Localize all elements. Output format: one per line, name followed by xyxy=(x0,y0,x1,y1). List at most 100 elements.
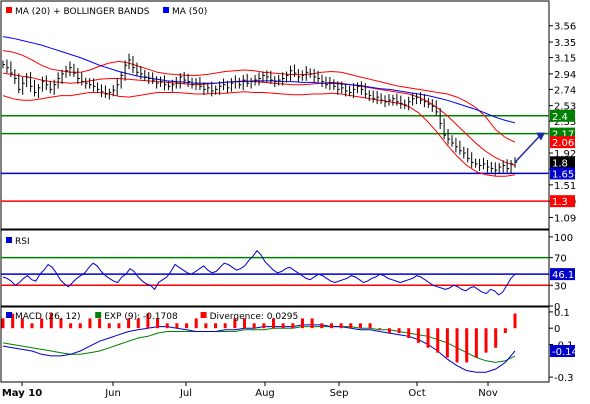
legend-label-ma50: MA (50) xyxy=(172,7,207,17)
macd-y-tick-label: -0.3 xyxy=(554,373,574,384)
macd-divergence-bar xyxy=(271,318,275,329)
price-bars xyxy=(1,53,545,363)
macd-divergence-bar xyxy=(165,323,169,329)
macd-legend-swatch-signal xyxy=(95,312,102,318)
macd-divergence-bar xyxy=(262,323,266,329)
macd-divergence-bar xyxy=(291,323,295,329)
macd-divergence-bar xyxy=(59,318,63,329)
macd-divergence-bar xyxy=(387,328,391,334)
legend-swatch-ma20 xyxy=(6,7,12,13)
macd-divergence-bar xyxy=(445,328,449,358)
macd-divergence-bar xyxy=(329,323,333,329)
x-tick-label: Sep xyxy=(330,388,349,399)
macd-legend-label-macd: MACD (26, 12) xyxy=(15,312,81,322)
macd-divergence-bar xyxy=(98,318,102,329)
macd-divergence-bar xyxy=(407,328,411,338)
macd-line xyxy=(2,324,516,373)
macd-divergence-bar xyxy=(88,318,92,329)
rsi-y-tick-label: 70 xyxy=(554,254,567,265)
macd-divergence-bar xyxy=(252,323,256,329)
macd-divergence-bar xyxy=(300,318,304,329)
macd-divergence-bar xyxy=(107,323,111,329)
bollinger-lower-line xyxy=(2,91,516,177)
level-tag-1-3-bg xyxy=(550,195,575,208)
macd-divergence-bar xyxy=(503,328,507,334)
price-y-tick-label: 3.15 xyxy=(554,54,576,65)
macd-divergence-bar xyxy=(127,318,131,329)
legends: MA (20) + BOLLINGER BANDS MA (50) RSI MACD … xyxy=(6,7,298,322)
macd-divergence-bar xyxy=(358,323,362,329)
macd-divergence-bar xyxy=(40,318,44,329)
macd-divergence-bar xyxy=(233,318,237,329)
bollinger-upper-line xyxy=(2,50,516,143)
x-tick-label: Jul xyxy=(179,388,192,399)
x-tick-label: Jun xyxy=(104,388,121,399)
price-y-tick-label: 3.56 xyxy=(554,22,576,33)
rsi-y-tick-label: 100 xyxy=(554,233,573,244)
x-tick-label: Aug xyxy=(255,388,275,399)
price-y-tick-label: 1.09 xyxy=(554,213,576,224)
legend-swatch-ma50 xyxy=(163,7,169,13)
macd-divergence-bar xyxy=(494,328,498,348)
macd-divergence-bar xyxy=(204,323,208,329)
level-tag-1-3: 1.3 xyxy=(552,197,568,208)
macd-divergence-bar xyxy=(368,323,372,329)
x-tick-label: Nov xyxy=(478,388,498,399)
macd-divergence-bar xyxy=(30,323,34,329)
macd-divergence-bar xyxy=(117,323,121,329)
rsi-line xyxy=(2,249,516,296)
macd-divergence-bar xyxy=(20,318,24,329)
macd-divergence-bar xyxy=(436,328,440,353)
macd-divergence-bar xyxy=(339,323,343,329)
rsi-y-tick-label: 30 xyxy=(554,281,567,292)
panel-frame-rsi xyxy=(0,229,550,307)
macd-legend-swatch-macd xyxy=(6,312,12,318)
level-tag-2-17-bg xyxy=(550,127,575,140)
price-tag-close: 1.8 xyxy=(552,158,568,169)
macd-divergence-bar xyxy=(484,328,488,353)
ma20-line xyxy=(2,72,516,166)
value-tags: 2.4 2.172.06 1.81.6573 1.3 46.16 -0.14 xyxy=(550,109,587,358)
macd-current-tag-bg xyxy=(550,345,575,358)
price-tag-close-bg xyxy=(550,156,575,169)
macd-divergence-bar xyxy=(243,318,247,329)
legend-label-ma20: MA (20) + BOLLINGER BANDS xyxy=(15,7,150,17)
price-tag-2-06: 2.06 xyxy=(552,138,574,149)
macd-divergence-bar xyxy=(175,323,179,329)
x-tick-label: May 10 xyxy=(2,388,42,399)
macd-divergence-bar xyxy=(281,323,285,329)
macd-legend-label-divergence: Divergence: 0.0295 xyxy=(210,312,299,322)
level-tag-2-17: 2.17 xyxy=(552,130,574,141)
level-tag-2-4-bg xyxy=(550,109,575,122)
macd-divergence-bar xyxy=(378,328,382,330)
macd-divergence-bar xyxy=(465,328,469,363)
macd-legend-label-signal: EXP (9): -0.1708 xyxy=(104,312,178,322)
macd-divergence-bar xyxy=(349,323,353,329)
forecast-arrow-line xyxy=(514,135,541,163)
rsi-current-tag: 46.16 xyxy=(552,270,581,281)
rsi-legend-label: RSI xyxy=(15,237,30,247)
macd-divergence-bar xyxy=(49,313,53,329)
rsi-y-tick-label: 0 xyxy=(554,302,560,313)
macd-divergence-bar xyxy=(416,328,420,343)
panel-frames xyxy=(0,0,550,383)
macd-divergence-bar xyxy=(11,313,15,329)
macd-divergence-bar xyxy=(194,318,198,329)
level-tag-2-4: 2.4 xyxy=(552,112,568,123)
macd-divergence-bar xyxy=(146,313,150,329)
macd-legend-swatch-divergence xyxy=(200,312,207,318)
macd-current-tag: -0.14 xyxy=(552,347,578,358)
price-y-tick-label: 2.53 xyxy=(554,102,576,113)
rsi-current-tag-bg xyxy=(550,268,575,281)
forecast-arrow-head xyxy=(536,132,545,141)
level-tag-1-6573-bg xyxy=(550,167,575,180)
macd-divergence-bar xyxy=(1,318,5,329)
x-tick-label: Oct xyxy=(408,388,425,399)
price-y-tick-label: 3.35 xyxy=(554,38,576,49)
price-y-tick-label: 1.51 xyxy=(554,181,576,192)
price-y-tick-label: 2.74 xyxy=(554,85,576,96)
macd-divergence-bar xyxy=(214,323,218,329)
macd-divergence-bar xyxy=(455,328,459,363)
level-lines xyxy=(1,115,549,287)
